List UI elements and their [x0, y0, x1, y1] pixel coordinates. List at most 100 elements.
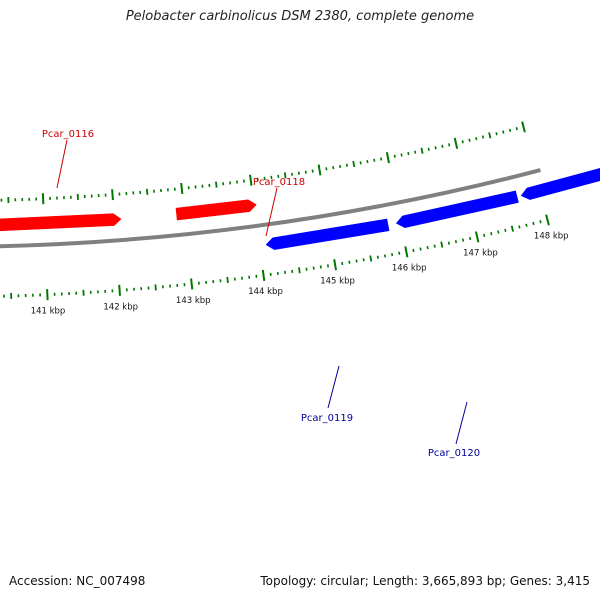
major-tick — [118, 284, 122, 296]
minor-tick — [426, 245, 429, 250]
minor-tick — [355, 259, 358, 263]
minor-tick — [448, 143, 451, 147]
map-title: Pelobacter carbinolicus DSM 2380, comple… — [125, 9, 475, 24]
minor-tick — [369, 255, 373, 262]
minor-tick — [495, 132, 498, 136]
gene-label: Pcar_0120 — [428, 448, 480, 459]
minor-tick — [497, 230, 500, 234]
minor-tick — [481, 135, 485, 139]
minor-tick — [468, 138, 471, 142]
minor-tick — [420, 147, 424, 154]
minor-tick — [391, 252, 394, 257]
minor-tick — [366, 159, 369, 164]
minor-tick — [461, 140, 464, 144]
minor-tick — [359, 161, 362, 165]
major-tick — [261, 269, 266, 281]
major-tick — [333, 259, 337, 271]
gene-label: Pcar_0118 — [253, 177, 305, 188]
gene-label: Pcar_0119 — [301, 413, 353, 424]
minor-tick — [345, 163, 348, 167]
minor-tick — [475, 136, 478, 141]
minor-tick — [362, 258, 365, 262]
minor-tick — [427, 147, 430, 151]
gene-label: Pcar_0116 — [42, 129, 94, 140]
scale-label: 147 kbp — [463, 249, 498, 259]
major-tick — [317, 164, 322, 176]
scale-label: 141 kbp — [31, 307, 66, 317]
minor-tick — [283, 172, 287, 179]
minor-tick — [525, 223, 528, 227]
minor-tick — [373, 158, 376, 162]
minor-tick — [502, 130, 505, 134]
major-tick — [404, 246, 409, 258]
minor-tick — [490, 232, 493, 236]
major-tick — [385, 152, 390, 164]
minor-tick — [447, 241, 450, 245]
minor-tick — [518, 225, 521, 229]
minor-tick — [468, 236, 472, 241]
major-tick — [249, 174, 253, 186]
outer-tick-track — [0, 121, 526, 205]
major-tick — [453, 137, 459, 149]
minor-tick — [441, 144, 444, 148]
gene-arrow — [175, 199, 257, 221]
major-tick — [180, 182, 184, 195]
minor-tick — [510, 225, 514, 232]
minor-tick — [483, 233, 486, 237]
gene-leader-line — [327, 365, 340, 409]
scale-label: 145 kbp — [320, 276, 355, 286]
minor-tick — [434, 146, 437, 150]
gene-arrow — [395, 190, 519, 228]
minor-tick — [332, 166, 335, 170]
minor-tick — [383, 254, 387, 258]
minor-tick — [504, 228, 507, 233]
minor-tick — [145, 188, 149, 195]
minor-tick — [440, 241, 444, 248]
minor-tick — [414, 150, 417, 154]
gene-labels: Pcar_0116 Pcar_0118 Pcar_0119 Pcar_0120 — [42, 129, 480, 459]
minor-tick — [412, 248, 415, 253]
minor-tick — [454, 240, 458, 244]
minor-tick — [515, 127, 518, 131]
genome-backbone — [0, 168, 541, 249]
minor-tick — [352, 160, 356, 168]
minor-tick — [419, 247, 422, 251]
gene-leader-line — [455, 401, 468, 445]
scale-label: 143 kbp — [176, 296, 211, 306]
scale-label: 146 kbp — [392, 264, 427, 274]
scale-labels: 141 kbp 142 kbp 143 kbp 144 kbp 145 kbp 146 k… — [31, 231, 569, 316]
major-tick — [474, 231, 480, 243]
gene-arrow — [0, 213, 122, 232]
gene-arrow — [520, 168, 600, 200]
minor-tick — [532, 221, 535, 226]
gene-arrow — [265, 218, 390, 250]
minor-tick — [339, 164, 342, 169]
minor-tick — [380, 157, 383, 161]
minor-tick — [508, 128, 512, 133]
minor-tick — [461, 238, 465, 242]
major-tick — [190, 278, 194, 290]
inner-tick-track — [3, 214, 550, 301]
gene-features — [0, 168, 600, 250]
minor-tick — [488, 132, 492, 139]
major-tick — [521, 121, 526, 133]
minor-tick — [226, 276, 229, 284]
minor-tick — [348, 260, 351, 264]
major-tick — [111, 189, 114, 201]
genome-summary-text: Topology: circular; Length: 3,665,893 bp… — [260, 574, 590, 588]
major-tick — [545, 214, 550, 226]
scale-label: 148 kbp — [534, 231, 569, 241]
gene-leader-line — [265, 187, 278, 237]
minor-tick — [400, 153, 403, 157]
scale-label: 144 kbp — [248, 287, 283, 297]
backbone-arc — [0, 168, 541, 249]
gene-leader-line — [56, 139, 68, 189]
minor-tick — [398, 251, 401, 255]
minor-tick — [298, 267, 301, 274]
minor-tick — [539, 220, 542, 224]
minor-tick — [393, 154, 396, 158]
minor-tick — [154, 284, 157, 291]
minor-tick — [433, 244, 436, 248]
scale-label: 142 kbp — [103, 302, 138, 312]
